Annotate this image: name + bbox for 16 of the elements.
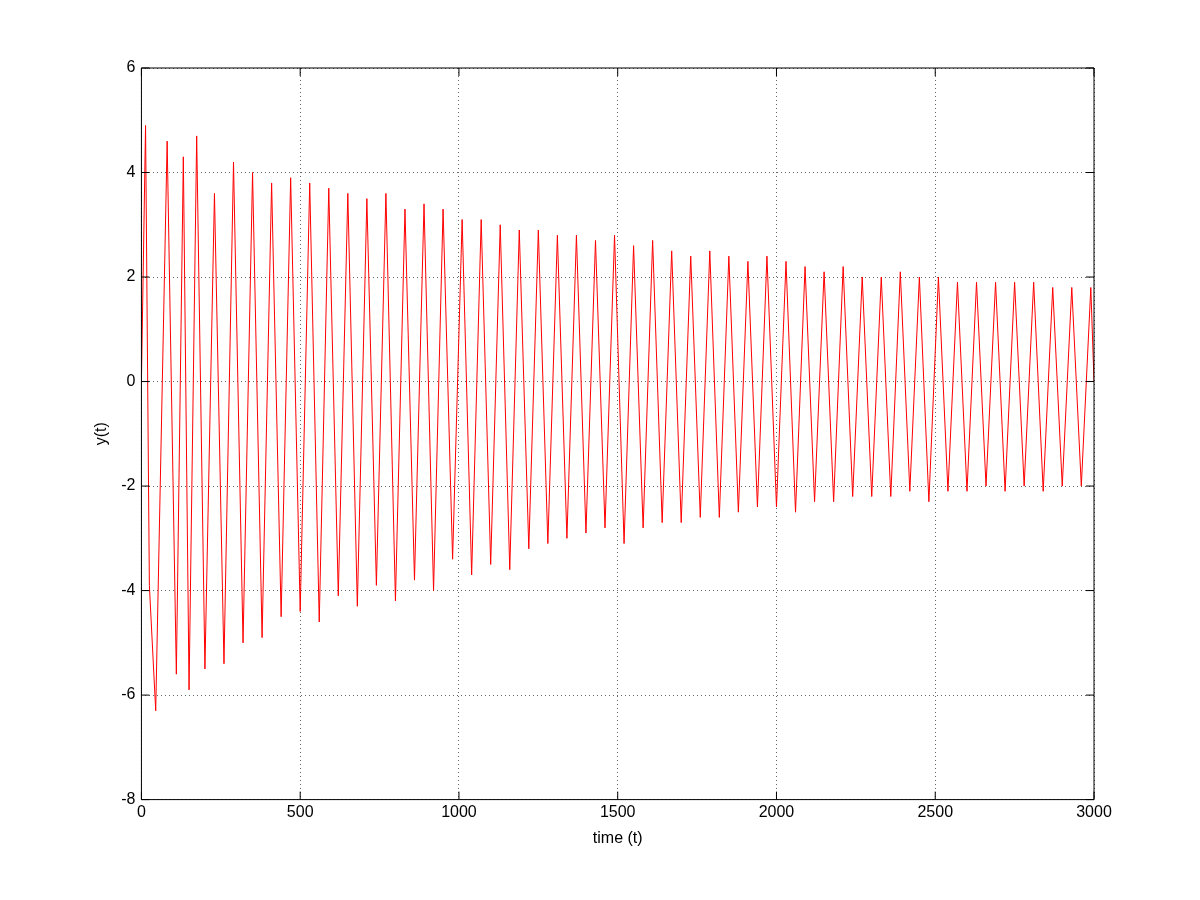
y-tick-label: 4 [126, 162, 136, 180]
y-tick-label: -2 [121, 476, 136, 494]
y-axis-title: y(t) [92, 422, 110, 446]
y-tick-label: -6 [121, 685, 136, 703]
y-tick-label: 2 [126, 267, 136, 285]
y-tick-label: -4 [121, 580, 136, 598]
y-tick-label: 0 [126, 371, 136, 389]
x-axis-title: time (t) [592, 828, 643, 846]
y-tick-label: -8 [121, 790, 136, 808]
x-tick-label: 1500 [599, 802, 636, 820]
x-tick-label: 2000 [758, 802, 795, 820]
x-tick-label: 3000 [1076, 802, 1112, 820]
x-tick-label: 2500 [917, 802, 954, 820]
y-tick-label: 6 [126, 58, 136, 76]
x-tick-label: 1000 [441, 802, 477, 820]
x-tick-label: 500 [286, 802, 314, 820]
